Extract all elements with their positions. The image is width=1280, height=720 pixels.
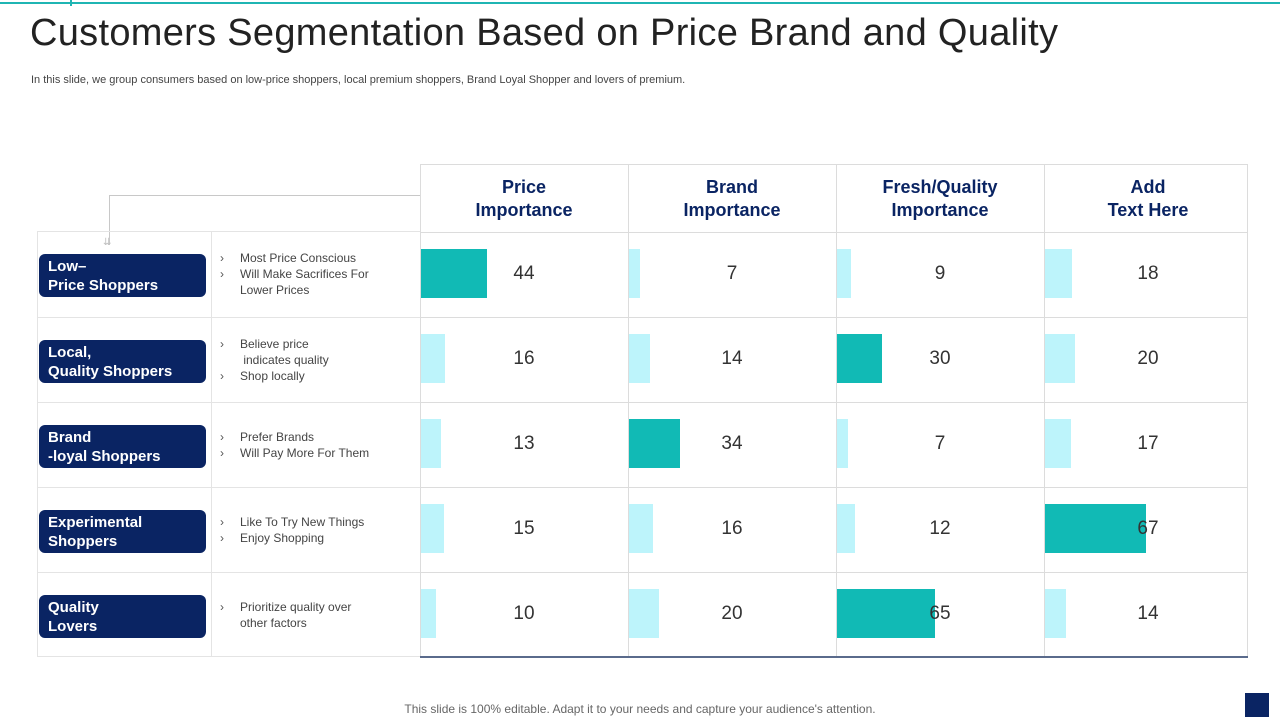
page-subtitle: In this slide, we group consumers based … xyxy=(31,74,686,86)
column-header: Fresh/Quality Importance xyxy=(882,177,998,220)
row-divider xyxy=(211,232,212,317)
value-bar xyxy=(1045,419,1071,468)
value-label: 17 xyxy=(1137,433,1159,454)
value-label: 7 xyxy=(726,263,738,284)
value-label: 30 xyxy=(929,348,951,369)
segment-bullets: Believe price indicates qualityShop loca… xyxy=(220,336,329,384)
segment-row: Local, Quality Shoppers Believe price ind… xyxy=(38,317,421,402)
value-bar xyxy=(1045,249,1072,298)
value-label: 9 xyxy=(934,263,946,284)
segment-bullets: Like To Try New ThingsEnjoy Shopping xyxy=(220,514,364,546)
row-divider xyxy=(211,403,212,487)
value-bar xyxy=(421,334,445,383)
value-label: 65 xyxy=(929,603,951,624)
value-label: 13 xyxy=(513,433,535,454)
value-label: 18 xyxy=(1137,263,1159,284)
value-label: 14 xyxy=(1137,603,1159,624)
grid-column-line xyxy=(836,165,837,658)
grid-column-line xyxy=(628,165,629,658)
value-bar xyxy=(629,504,653,553)
segment-row: Low– Price Shoppers Most Price ConsciousW… xyxy=(38,232,421,317)
connector-line-vertical xyxy=(109,195,110,245)
bullet-item: Prefer Brands xyxy=(220,429,369,445)
segment-bullets: Most Price ConsciousWill Make Sacrifices… xyxy=(220,250,369,298)
segment-label: Experimental Shoppers xyxy=(39,510,206,553)
column-header: Price Importance xyxy=(475,177,573,220)
column-header: Brand Importance xyxy=(683,177,781,220)
value-bar xyxy=(837,249,851,298)
segment-row: Experimental Shoppers Like To Try New Thi… xyxy=(38,487,421,572)
value-bar-highlight xyxy=(421,249,487,298)
grid-row-line xyxy=(420,317,1248,318)
value-bar xyxy=(629,589,659,638)
importance-grid: Price Importance Brand Importance Fresh/Qu… xyxy=(420,164,1248,658)
chevron-down-icon: ⇊ xyxy=(103,237,112,248)
value-label: 12 xyxy=(929,518,951,539)
bullet-item: Enjoy Shopping xyxy=(220,530,364,546)
row-divider xyxy=(211,318,212,402)
top-accent-line xyxy=(0,2,1280,4)
segment-row: Quality Lovers Prioritize quality overoth… xyxy=(38,572,421,657)
grid-row-line xyxy=(420,487,1248,488)
grid-row-line xyxy=(420,402,1248,403)
top-accent-tick xyxy=(70,0,72,6)
value-bar xyxy=(421,419,441,468)
value-label: 10 xyxy=(513,603,535,624)
value-label: 20 xyxy=(721,603,743,624)
value-bar-highlight xyxy=(837,334,882,383)
grid-row-line xyxy=(420,572,1248,573)
column-header: Add Text Here xyxy=(1107,177,1189,220)
segment-row: Brand -loyal Shoppers Prefer BrandsWill P… xyxy=(38,402,421,487)
bullet-item: Most Price Conscious xyxy=(220,250,369,266)
value-label: 44 xyxy=(513,263,535,284)
value-bar xyxy=(837,419,848,468)
bullet-item: Believe price xyxy=(220,336,329,352)
connector-line xyxy=(109,195,421,196)
value-label: 16 xyxy=(513,348,535,369)
footer-note: This slide is 100% editable. Adapt it to… xyxy=(404,702,876,716)
segment-label: Quality Lovers xyxy=(39,595,206,638)
row-divider xyxy=(211,488,212,572)
segments-table: Low– Price ShoppersMost Price ConsciousW… xyxy=(37,231,421,657)
bullet-item: Will Make Sacrifices For xyxy=(220,266,369,282)
value-label: 15 xyxy=(513,518,535,539)
value-bar xyxy=(629,249,640,298)
value-bar xyxy=(1045,589,1066,638)
value-label: 34 xyxy=(721,433,743,454)
value-label: 67 xyxy=(1137,518,1159,539)
segment-label: Brand -loyal Shoppers xyxy=(39,425,206,468)
grid-column-line xyxy=(420,165,421,658)
row-divider xyxy=(211,573,212,657)
bullet-item: Prioritize quality over xyxy=(220,599,351,615)
value-bar-highlight xyxy=(1045,504,1146,553)
bullet-item: Lower Prices xyxy=(240,283,310,297)
value-label: 14 xyxy=(721,348,743,369)
grid-column-line xyxy=(1044,165,1045,658)
value-bar xyxy=(837,504,855,553)
value-bar-highlight xyxy=(629,419,680,468)
bullet-item: Shop locally xyxy=(220,368,329,384)
bullet-item: Like To Try New Things xyxy=(220,514,364,530)
page-title: Customers Segmentation Based on Price Br… xyxy=(30,12,1059,54)
value-label: 16 xyxy=(721,518,743,539)
corner-square xyxy=(1245,693,1269,717)
value-bar xyxy=(421,504,444,553)
segment-label: Low– Price Shoppers xyxy=(39,254,206,297)
bullet-item: indicates quality xyxy=(240,353,329,367)
value-label: 20 xyxy=(1137,348,1159,369)
segment-label: Local, Quality Shoppers xyxy=(39,340,206,383)
value-bar xyxy=(421,589,436,638)
value-label: 7 xyxy=(934,433,946,454)
value-bar xyxy=(629,334,650,383)
grid-bottom-rule xyxy=(420,656,1248,658)
bullet-item: Will Pay More For Them xyxy=(220,445,369,461)
value-bar-highlight xyxy=(837,589,935,638)
grid-row-line xyxy=(420,232,1248,233)
value-bar xyxy=(1045,334,1075,383)
bullet-item: other factors xyxy=(240,616,307,630)
segment-bullets: Prefer BrandsWill Pay More For Them xyxy=(220,429,369,461)
